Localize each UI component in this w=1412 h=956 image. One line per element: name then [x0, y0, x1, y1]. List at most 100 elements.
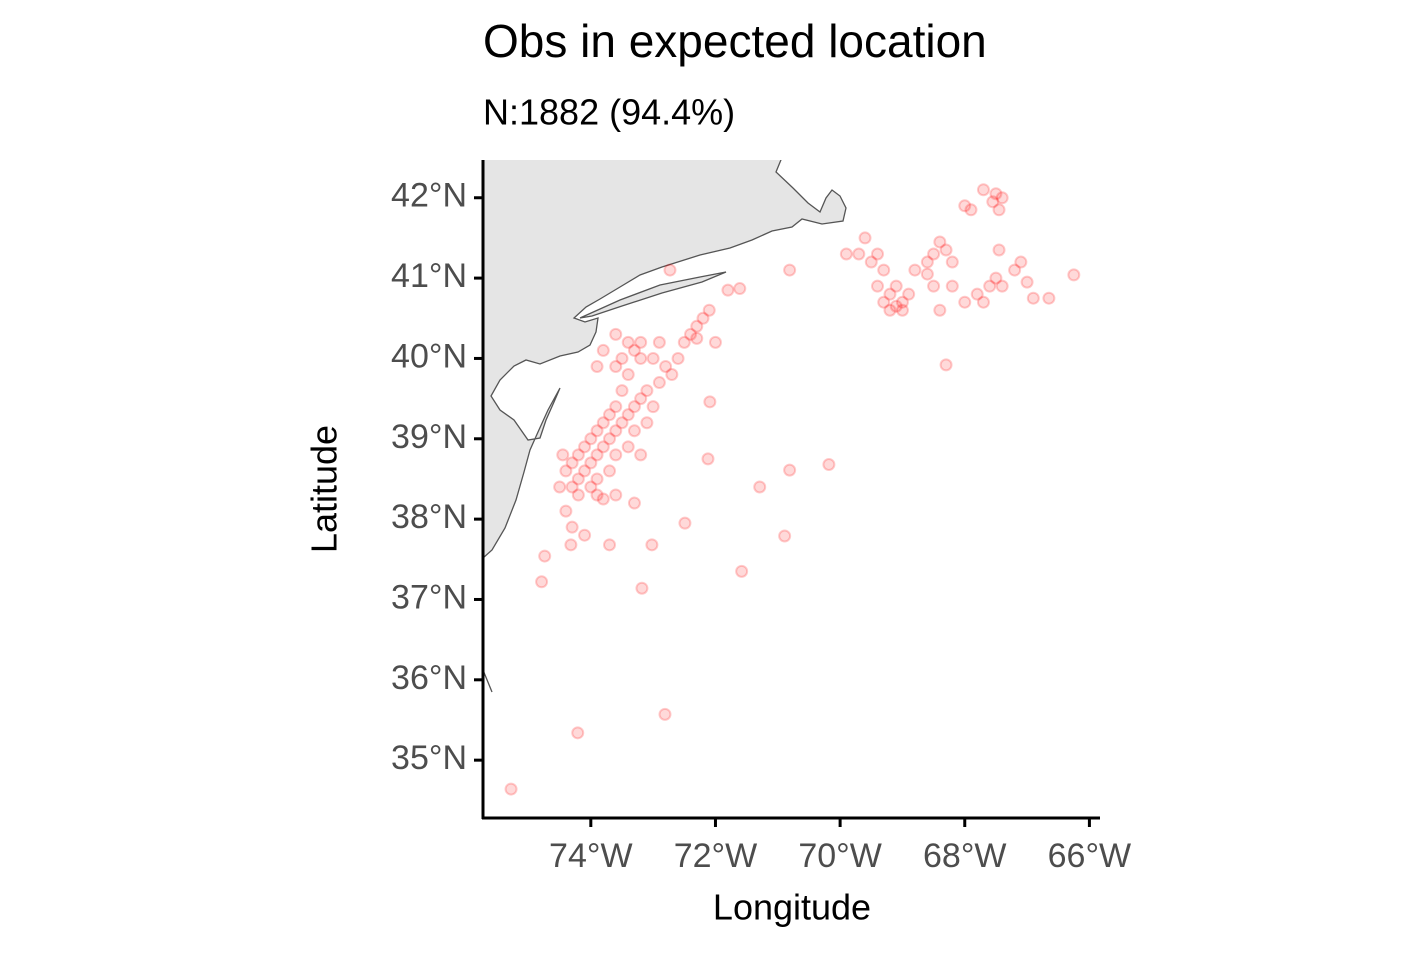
point	[945, 279, 959, 293]
point	[504, 782, 518, 796]
point	[635, 581, 649, 595]
point	[571, 488, 585, 502]
point	[864, 255, 878, 269]
point	[565, 456, 579, 470]
point	[590, 448, 604, 462]
point	[933, 235, 947, 249]
point	[578, 528, 592, 542]
point	[609, 400, 623, 414]
chart-subtitle: N:1882 (94.4%)	[483, 92, 735, 133]
y-tick-label: 38°N	[391, 498, 467, 536]
point	[902, 287, 916, 301]
point	[615, 384, 629, 398]
point	[684, 327, 698, 341]
point	[659, 359, 673, 373]
point	[1042, 291, 1056, 305]
point	[733, 282, 747, 296]
point	[986, 195, 1000, 209]
point	[927, 247, 941, 261]
x-tick-label: 68°W	[923, 837, 1007, 875]
point	[989, 271, 1003, 285]
point	[538, 549, 552, 563]
y-tick-label: 40°N	[391, 337, 467, 375]
point	[665, 368, 679, 382]
point	[883, 303, 897, 317]
point	[584, 456, 598, 470]
point	[596, 492, 610, 506]
y-tick-label: 39°N	[391, 418, 467, 456]
point	[708, 335, 722, 349]
point	[992, 243, 1006, 257]
point	[559, 464, 573, 478]
point	[976, 295, 990, 309]
point	[690, 331, 704, 345]
x-tick-label: 74°W	[549, 837, 633, 875]
point	[663, 263, 677, 277]
point	[590, 424, 604, 438]
point	[889, 299, 903, 313]
point	[753, 480, 767, 494]
point	[671, 351, 685, 365]
point	[621, 440, 635, 454]
point	[839, 247, 853, 261]
point	[970, 287, 984, 301]
point	[908, 263, 922, 277]
point	[652, 376, 666, 390]
point	[976, 183, 990, 197]
point	[640, 384, 654, 398]
point	[640, 416, 654, 430]
point	[603, 464, 617, 478]
point	[571, 448, 585, 462]
point	[889, 279, 903, 293]
point	[627, 424, 641, 438]
point	[920, 255, 934, 269]
x-tick-label: 70°W	[798, 837, 882, 875]
chart-title: Obs in expected location	[483, 15, 987, 67]
point	[877, 295, 891, 309]
point	[920, 267, 934, 281]
point	[983, 279, 997, 293]
point	[603, 538, 617, 552]
point	[565, 480, 579, 494]
point	[992, 203, 1006, 217]
point	[783, 463, 797, 477]
point	[646, 351, 660, 365]
point	[634, 351, 648, 365]
point	[871, 279, 885, 293]
point	[590, 472, 604, 486]
y-tick-label: 41°N	[391, 257, 467, 295]
point	[678, 516, 692, 530]
point	[1026, 291, 1040, 305]
point	[596, 343, 610, 357]
point	[609, 448, 623, 462]
point	[652, 335, 666, 349]
point	[778, 529, 792, 543]
land	[483, 160, 847, 693]
point	[609, 424, 623, 438]
point	[895, 303, 909, 317]
point	[701, 452, 715, 466]
point	[584, 432, 598, 446]
point	[822, 457, 836, 471]
point	[895, 295, 909, 309]
point	[535, 575, 549, 589]
point	[958, 295, 972, 309]
point	[933, 303, 947, 317]
point	[958, 199, 972, 213]
point	[565, 520, 579, 534]
point	[571, 472, 585, 486]
point	[1008, 263, 1022, 277]
point	[658, 707, 672, 721]
point	[783, 263, 797, 277]
point	[696, 311, 710, 325]
coastline	[483, 160, 847, 559]
point	[852, 247, 866, 261]
point	[564, 538, 578, 552]
point	[634, 335, 648, 349]
point	[735, 564, 749, 578]
point	[877, 263, 891, 277]
point	[927, 279, 941, 293]
point	[627, 343, 641, 357]
point	[609, 488, 623, 502]
